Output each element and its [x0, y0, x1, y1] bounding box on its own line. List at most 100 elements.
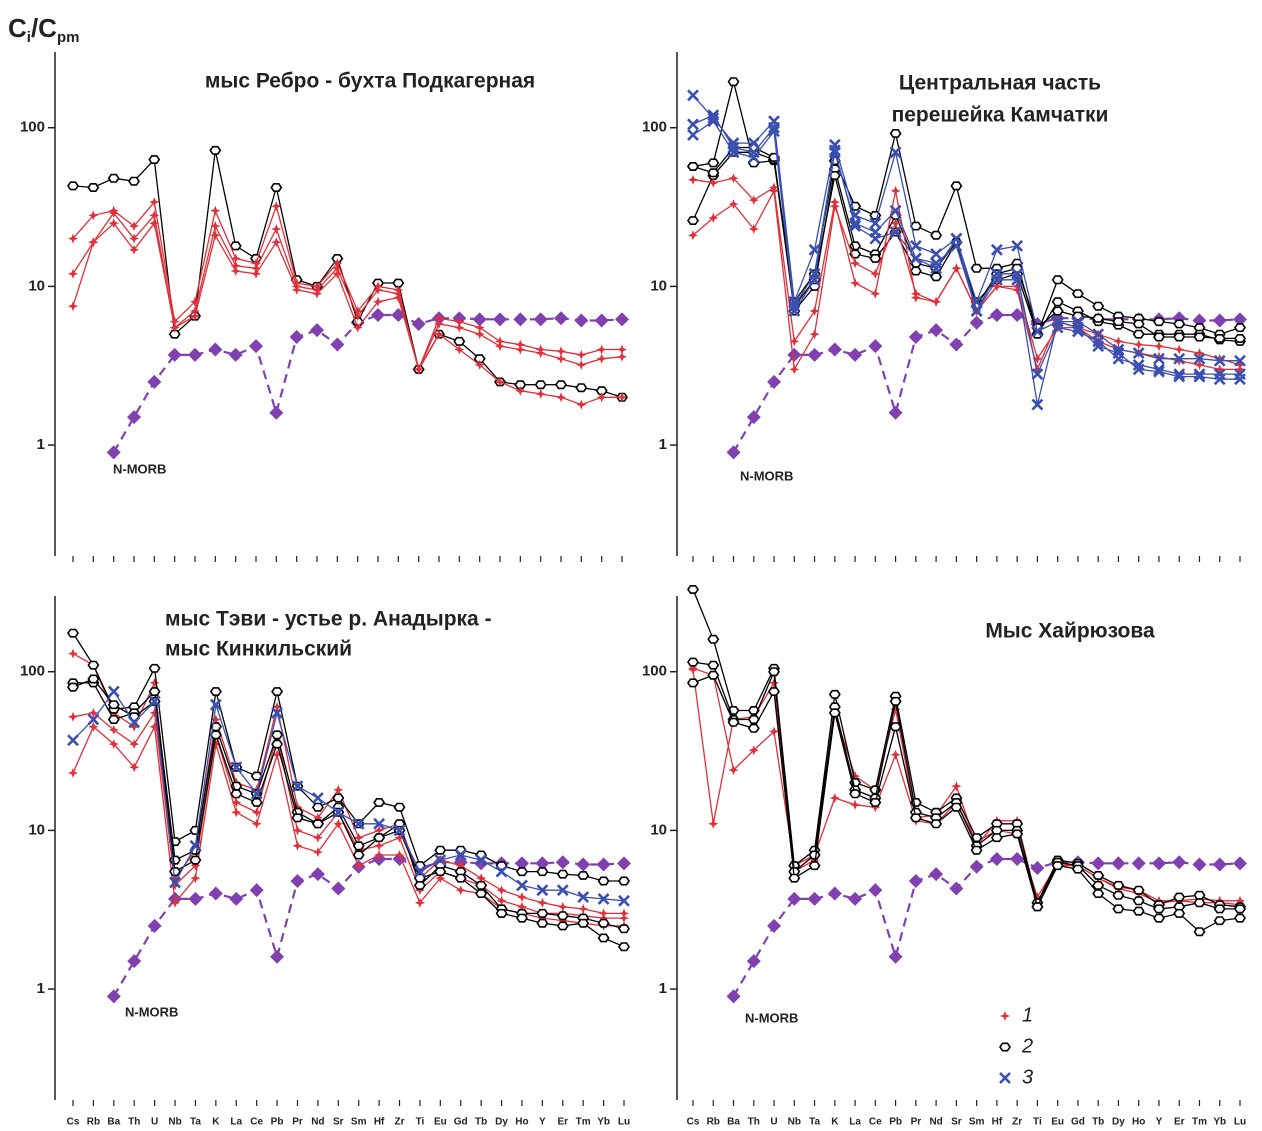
marker: [930, 819, 943, 829]
marker: [727, 717, 740, 727]
marker: [352, 311, 363, 322]
marker: [251, 263, 261, 274]
marker: [827, 342, 842, 357]
marker: [1173, 370, 1186, 383]
marker: [129, 221, 139, 232]
marker: [87, 660, 100, 670]
marker: [808, 861, 821, 871]
marker: [373, 797, 386, 807]
marker: [555, 855, 570, 870]
x-tick-label: Cs: [687, 1117, 700, 1128]
marker: [271, 706, 283, 719]
marker: [1235, 364, 1245, 375]
x-tick-label: Pb: [889, 1117, 902, 1128]
x-tick-label: La: [849, 1117, 861, 1128]
marker: [930, 257, 943, 270]
marker: [453, 336, 466, 346]
x-tick-label: Ba: [727, 1117, 740, 1128]
annotation: N-MORB: [745, 1010, 798, 1025]
marker: [708, 818, 719, 829]
marker: [1192, 857, 1207, 872]
marker: [576, 857, 591, 872]
series-line: [72, 211, 623, 372]
y-tick-label: 1: [37, 980, 45, 997]
marker: [767, 918, 782, 933]
marker: [332, 268, 343, 279]
marker: [188, 347, 202, 362]
marker: [231, 797, 242, 808]
marker: [272, 749, 283, 760]
marker: [870, 288, 881, 299]
marker: [128, 176, 140, 186]
marker: [1112, 347, 1125, 359]
marker: [596, 392, 607, 403]
marker: [688, 174, 698, 185]
x-tick-label: Sr: [333, 1117, 344, 1128]
marker: [210, 714, 221, 725]
marker: [516, 913, 528, 923]
marker: [1051, 297, 1064, 307]
marker: [495, 908, 508, 918]
marker: [474, 359, 485, 370]
marker: [1092, 335, 1105, 348]
marker: [87, 674, 100, 684]
marker: [707, 158, 720, 168]
marker: [129, 244, 139, 255]
marker: [312, 812, 323, 823]
marker: [889, 204, 902, 217]
marker: [1153, 904, 1165, 914]
y-tick-label: 10: [28, 821, 45, 838]
x-tick-label: Y: [539, 1117, 546, 1128]
marker: [149, 210, 160, 221]
y-tick-label: 100: [20, 119, 45, 136]
marker: [513, 312, 528, 327]
marker: [1092, 889, 1105, 899]
marker: [473, 354, 486, 364]
marker: [950, 181, 963, 191]
marker: [827, 886, 842, 901]
marker: [949, 337, 964, 352]
marker: [1173, 368, 1186, 381]
marker: [1012, 284, 1023, 295]
marker: [728, 765, 739, 776]
marker: [556, 921, 569, 931]
panel-title: Мыс Хайрюзова: [985, 620, 1155, 643]
marker: [555, 380, 567, 390]
marker: [147, 918, 162, 933]
marker: [577, 870, 590, 880]
marker: [850, 278, 861, 288]
marker: [291, 284, 302, 295]
marker: [597, 892, 610, 905]
marker: [596, 857, 611, 872]
series-line: [72, 690, 625, 902]
x-tick-label: Nb: [788, 1117, 801, 1128]
marker: [107, 173, 120, 183]
marker: [687, 584, 699, 594]
x-tick-label: Tb: [1092, 1117, 1104, 1128]
marker: [87, 183, 100, 192]
marker: [189, 839, 202, 852]
marker: [788, 873, 801, 883]
marker: [434, 313, 444, 324]
marker: [170, 897, 180, 908]
marker: [129, 762, 140, 773]
marker: [1213, 373, 1226, 386]
marker: [890, 185, 901, 196]
marker: [229, 241, 242, 251]
marker: [868, 883, 883, 898]
marker: [1212, 313, 1227, 328]
marker: [208, 342, 223, 357]
marker: [230, 260, 241, 271]
marker: [495, 865, 508, 878]
marker: [190, 873, 201, 884]
marker: [434, 867, 447, 877]
marker: [129, 739, 140, 750]
marker: [169, 322, 180, 333]
marker: [808, 850, 821, 860]
marker: [127, 410, 141, 425]
marker: [990, 833, 1003, 843]
marker: [807, 891, 822, 906]
marker: [148, 155, 161, 164]
marker: [129, 721, 140, 732]
marker: [1233, 312, 1247, 327]
